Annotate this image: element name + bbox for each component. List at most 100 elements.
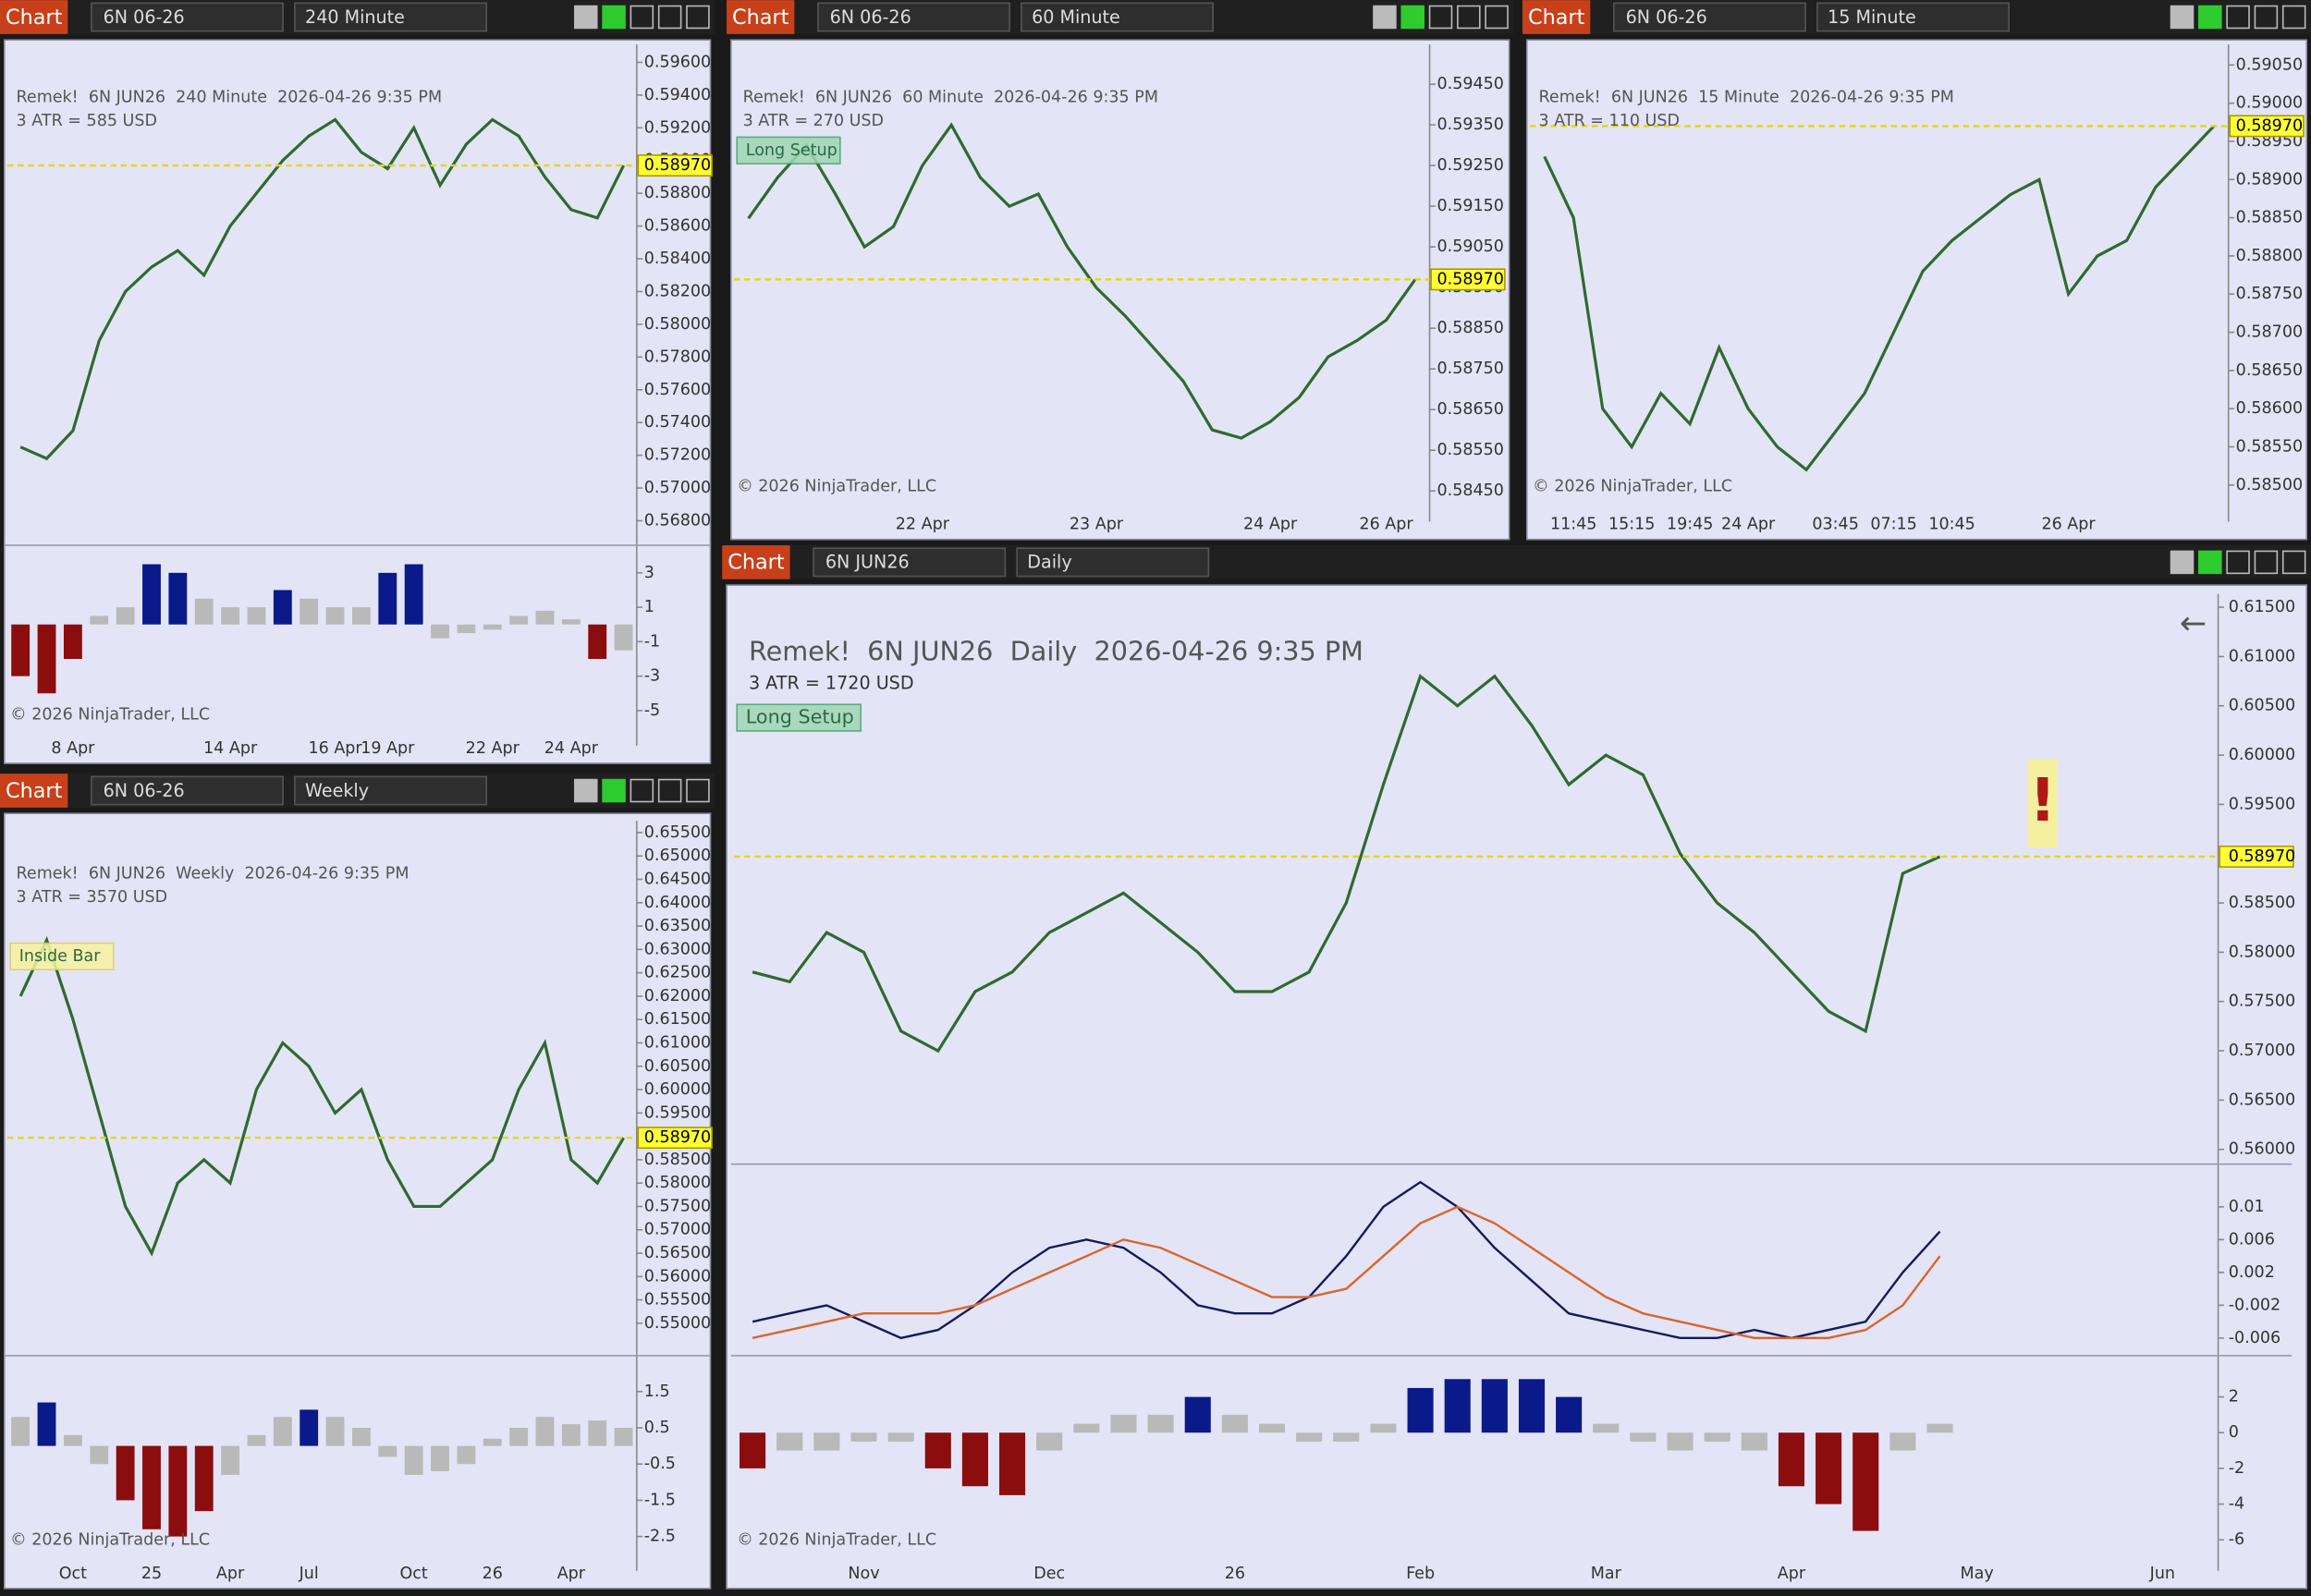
interval-label[interactable]: 240 Minute bbox=[305, 6, 405, 28]
y-tick-label: 0.61000 bbox=[2229, 647, 2295, 665]
instrument-label[interactable]: 6N JUN26 bbox=[825, 552, 910, 573]
instrument-selector[interactable] bbox=[91, 775, 284, 806]
chart-tab[interactable] bbox=[0, 0, 68, 34]
y-tick-label: 0.59200 bbox=[644, 118, 711, 137]
instrument-selector[interactable] bbox=[91, 2, 284, 32]
instrument-selector[interactable] bbox=[817, 2, 1010, 32]
histogram-bar bbox=[1704, 1432, 1730, 1442]
chart-tab-label[interactable]: Chart bbox=[6, 6, 63, 30]
window-button[interactable] bbox=[1485, 5, 1509, 30]
histogram-bar bbox=[1370, 1423, 1397, 1433]
x-tick-label: 19 Apr bbox=[361, 739, 415, 758]
chart-tab-label[interactable]: Chart bbox=[728, 551, 785, 575]
window-button[interactable] bbox=[602, 778, 626, 803]
chart-tab[interactable] bbox=[0, 774, 68, 808]
window-button[interactable] bbox=[2198, 550, 2222, 575]
x-tick-label: Oct bbox=[59, 1565, 87, 1583]
window-button[interactable] bbox=[1428, 5, 1453, 30]
x-tick-label: Dec bbox=[1033, 1565, 1065, 1583]
instrument-label[interactable]: 6N 06-26 bbox=[1626, 6, 1707, 28]
window-button[interactable] bbox=[2281, 5, 2306, 30]
histogram-bar bbox=[168, 1445, 188, 1537]
y-tick-label: 0.61000 bbox=[644, 1033, 711, 1052]
window-button[interactable] bbox=[630, 5, 654, 30]
y-tick-label: -4 bbox=[2229, 1495, 2244, 1514]
x-tick-label: 22 Apr bbox=[896, 516, 950, 534]
y-tick-label: -1 bbox=[644, 632, 660, 651]
chart-tab[interactable] bbox=[722, 545, 790, 579]
y-tick-label: 0.58550 bbox=[1437, 441, 1504, 459]
histogram-bar bbox=[194, 1445, 214, 1512]
annotation-box bbox=[736, 136, 841, 164]
interval-label[interactable]: 15 Minute bbox=[1828, 6, 1916, 28]
window-button[interactable] bbox=[1373, 5, 1397, 30]
histogram-bar bbox=[483, 624, 502, 630]
chart-panel bbox=[730, 39, 1510, 541]
x-tick-label: 07:15 bbox=[1870, 516, 1916, 534]
interval-selector[interactable] bbox=[294, 775, 487, 806]
window-button[interactable] bbox=[2281, 550, 2306, 575]
histogram-bar bbox=[1184, 1396, 1211, 1433]
interval-label[interactable]: Weekly bbox=[305, 780, 369, 801]
window-button[interactable] bbox=[1457, 5, 1481, 30]
instrument-label[interactable]: 6N 06-26 bbox=[104, 780, 185, 801]
interval-selector[interactable] bbox=[1816, 2, 2010, 32]
x-tick-label: 24 Apr bbox=[544, 739, 599, 758]
window-button[interactable] bbox=[2254, 5, 2279, 30]
window-button[interactable] bbox=[657, 778, 682, 803]
y-tick-label: -5 bbox=[644, 701, 660, 720]
histogram-bar bbox=[1110, 1414, 1137, 1433]
chart-tab-label[interactable]: Chart bbox=[6, 779, 63, 803]
interval-selector[interactable] bbox=[1016, 547, 1210, 578]
y-tick-label: 0.006 bbox=[2229, 1230, 2275, 1249]
instrument-label[interactable]: 6N 06-26 bbox=[104, 6, 185, 28]
x-tick-label: Nov bbox=[848, 1565, 879, 1583]
y-tick-label: 0.57400 bbox=[644, 413, 711, 432]
window-button[interactable] bbox=[1400, 5, 1425, 30]
chart-tab-label[interactable]: Chart bbox=[1528, 6, 1585, 30]
x-tick-label: 16 Apr bbox=[308, 739, 362, 758]
chart-tab[interactable] bbox=[727, 0, 795, 34]
window-button[interactable] bbox=[574, 778, 598, 803]
window-button[interactable] bbox=[2254, 550, 2279, 575]
y-tick-label: 0.57600 bbox=[644, 381, 711, 399]
window-button[interactable] bbox=[574, 5, 598, 30]
y-tick-label: 0.57000 bbox=[2229, 1042, 2295, 1060]
interval-selector[interactable] bbox=[1021, 2, 1214, 32]
chart-tab-label[interactable]: Chart bbox=[732, 6, 789, 30]
instrument-selector[interactable] bbox=[1613, 2, 1806, 32]
window-button[interactable] bbox=[2226, 550, 2250, 575]
y-tick-label: 0.59600 bbox=[644, 53, 711, 71]
copyright: © 2026 NinjaTrader, LLC bbox=[10, 705, 210, 724]
interval-label[interactable]: 60 Minute bbox=[1032, 6, 1120, 28]
y-tick-label: 0.64000 bbox=[644, 894, 711, 912]
chart-tab[interactable] bbox=[1522, 0, 1591, 34]
window-button[interactable] bbox=[630, 778, 654, 803]
y-tick-label: 0.59250 bbox=[1437, 156, 1504, 175]
histogram-bar bbox=[273, 1417, 292, 1446]
window-button[interactable] bbox=[686, 5, 710, 30]
window-button[interactable] bbox=[686, 778, 710, 803]
histogram-bar bbox=[325, 607, 345, 625]
instrument-selector[interactable] bbox=[813, 547, 1007, 578]
window-button[interactable] bbox=[2198, 5, 2222, 30]
histogram-bar bbox=[1147, 1414, 1174, 1433]
interval-label[interactable]: Daily bbox=[1027, 552, 1071, 573]
x-tick-label: 24 Apr bbox=[1243, 516, 1298, 534]
window-button[interactable] bbox=[657, 5, 682, 30]
window-button[interactable] bbox=[602, 5, 626, 30]
histogram-bar bbox=[740, 1432, 766, 1468]
copyright: © 2026 NinjaTrader, LLC bbox=[1533, 477, 1732, 495]
histogram-bar bbox=[1407, 1387, 1434, 1433]
window-button[interactable] bbox=[2226, 5, 2250, 30]
interval-selector[interactable] bbox=[294, 2, 487, 32]
histogram-bar bbox=[63, 624, 82, 659]
histogram-bar bbox=[1852, 1432, 1879, 1531]
y-tick-label: -2.5 bbox=[644, 1528, 676, 1546]
y-tick-label: 0.58200 bbox=[644, 282, 711, 300]
window-button[interactable] bbox=[2170, 550, 2195, 575]
instrument-label[interactable]: 6N 06-26 bbox=[830, 6, 911, 28]
window-button[interactable] bbox=[2170, 5, 2195, 30]
chart-panel bbox=[726, 584, 2308, 1590]
